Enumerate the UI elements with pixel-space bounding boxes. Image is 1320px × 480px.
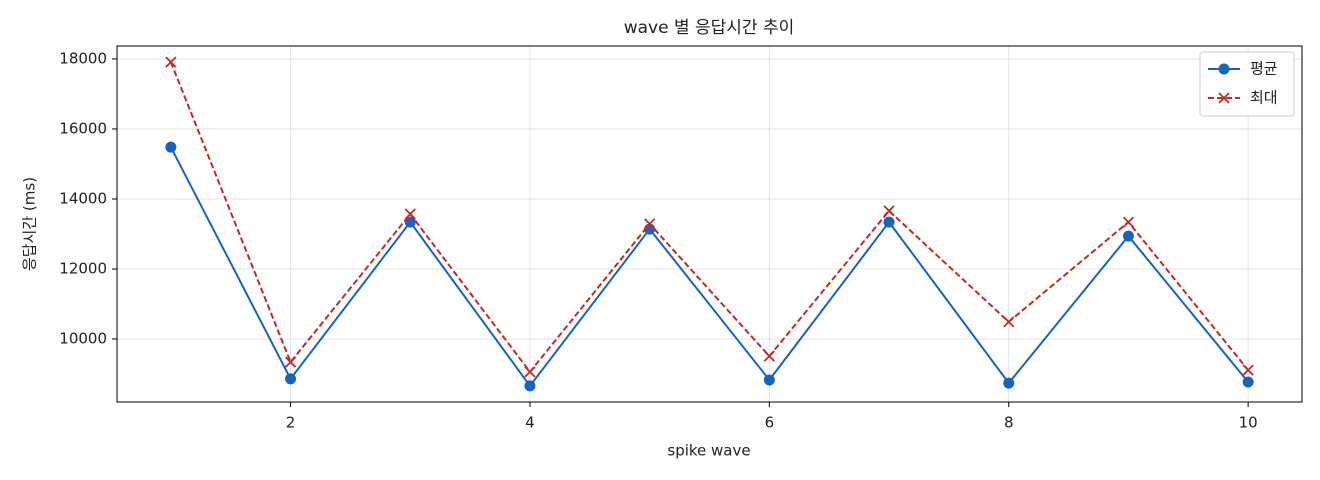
marker	[165, 56, 177, 68]
y-tick-label: 16000	[59, 119, 107, 137]
marker	[763, 374, 775, 386]
y-tick-label: 18000	[59, 49, 107, 67]
marker	[1242, 364, 1254, 376]
series-line	[169, 61, 1249, 374]
marker	[1242, 376, 1254, 388]
y-tick-label: 10000	[59, 329, 107, 347]
marker	[404, 216, 416, 228]
legend-box	[1199, 51, 1295, 117]
plot-frame	[116, 45, 1303, 403]
x-axis-label: spike wave	[667, 442, 750, 460]
legend-marker	[1218, 92, 1230, 104]
marker	[1122, 230, 1134, 242]
series-line	[169, 146, 1249, 388]
marker	[524, 380, 536, 392]
y-axis-label: 응답시간 (ms)	[21, 177, 39, 271]
x-tick-label: 6	[765, 414, 775, 432]
y-tick-label: 14000	[59, 189, 107, 207]
marker	[883, 205, 895, 217]
marker	[165, 141, 177, 153]
marker	[1003, 377, 1015, 389]
x-tick-label: 8	[1004, 414, 1014, 432]
marker	[524, 366, 536, 378]
legend-label: 최대	[1250, 89, 1278, 107]
marker	[285, 373, 297, 385]
marker	[404, 208, 416, 220]
marker	[1003, 316, 1015, 328]
y-tick-label: 12000	[59, 259, 107, 277]
legend-label: 평균	[1250, 60, 1278, 78]
legend-marker	[1218, 63, 1230, 75]
chart-title: wave 별 응답시간 추이	[624, 18, 795, 38]
marker	[883, 216, 895, 228]
marker	[1122, 216, 1135, 228]
marker	[763, 350, 775, 362]
x-tick-label: 10	[1239, 414, 1258, 432]
x-tick-label: 4	[525, 414, 535, 432]
x-tick-label: 2	[286, 414, 296, 432]
marker	[644, 218, 656, 230]
marker	[284, 356, 297, 368]
